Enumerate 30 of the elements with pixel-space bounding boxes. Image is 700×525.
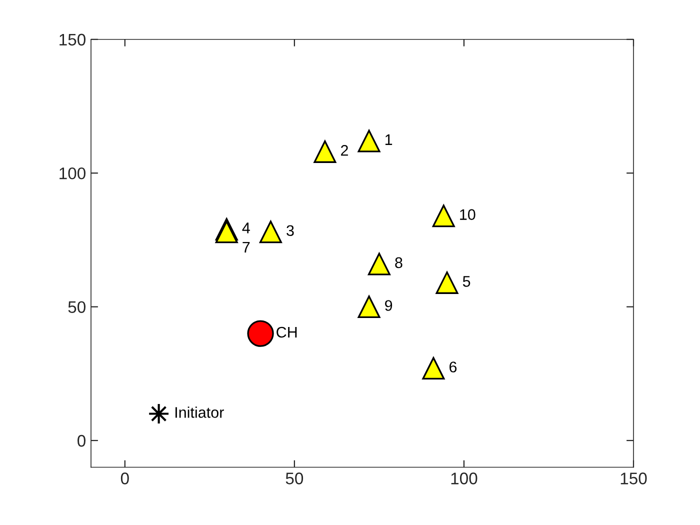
annotation: 8 <box>395 257 402 268</box>
annotation: Initiator <box>176 406 224 418</box>
point <box>436 271 458 294</box>
point <box>432 204 455 228</box>
annotation: 10 <box>460 209 476 220</box>
point <box>247 320 274 347</box>
annotation: 5 <box>462 276 470 287</box>
x-tick-label: 0 <box>120 472 129 484</box>
point <box>259 220 282 244</box>
y-tick-label: 150 <box>60 34 86 46</box>
x-tick-label: 50 <box>286 472 304 484</box>
x-tick-label: 150 <box>620 472 647 484</box>
annotation: 2 <box>341 144 348 156</box>
x-tick-label: 100 <box>451 472 478 484</box>
annotation: 1 <box>385 134 392 145</box>
annotation: 6 <box>450 362 457 372</box>
point <box>358 130 380 152</box>
y-tick-label: 50 <box>68 301 86 313</box>
annotation: 7 <box>242 242 250 253</box>
annotation: 4 <box>242 222 250 234</box>
point <box>358 296 380 318</box>
point <box>422 357 445 380</box>
point <box>148 403 170 425</box>
annotation: CH <box>276 326 297 338</box>
point <box>368 252 390 276</box>
annotation: 9 <box>385 300 392 311</box>
point <box>314 140 336 163</box>
y-tick-label: 0 <box>78 434 86 447</box>
annotation: 3 <box>286 225 294 236</box>
y-tick-label: 100 <box>60 167 86 180</box>
